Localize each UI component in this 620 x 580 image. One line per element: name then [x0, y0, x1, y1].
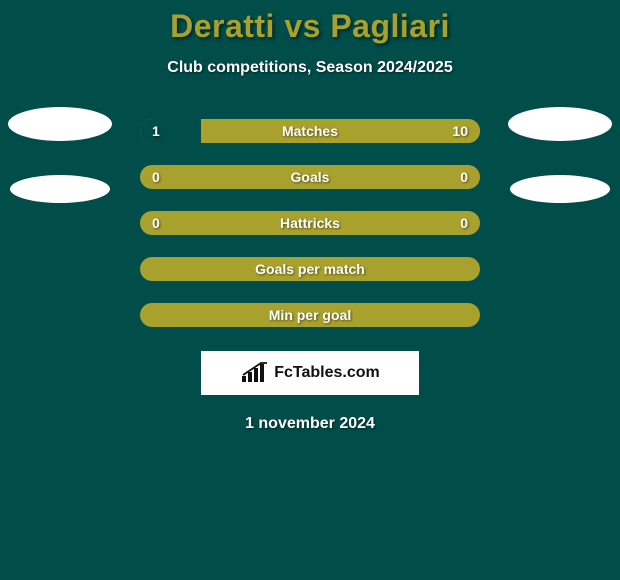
right-badge-column — [500, 107, 620, 203]
bar-gpm-label: Goals per match — [140, 257, 480, 281]
bar-hattricks-right-value: 0 — [460, 211, 468, 235]
team-badge-left-2 — [10, 175, 110, 203]
site-logo: FcTables.com — [201, 351, 419, 395]
stat-bars: 1 Matches 10 0 Goals 0 0 Hattricks 0 Goa… — [140, 119, 480, 327]
team-badge-right-2 — [510, 175, 610, 203]
bar-hattricks-label: Hattricks — [140, 211, 480, 235]
page-title: Deratti vs Pagliari — [0, 0, 620, 45]
bar-goals-label: Goals — [140, 165, 480, 189]
left-badge-column — [0, 107, 120, 203]
date-line: 1 november 2024 — [0, 415, 620, 433]
bars-icon — [240, 362, 270, 384]
bar-matches-label: Matches — [140, 119, 480, 143]
bar-goals-right-value: 0 — [460, 165, 468, 189]
subtitle: Club competitions, Season 2024/2025 — [0, 59, 620, 77]
stats-area: 1 Matches 10 0 Goals 0 0 Hattricks 0 Goa… — [0, 119, 620, 327]
bar-goals-per-match: Goals per match — [140, 257, 480, 281]
team-badge-left-1 — [8, 107, 112, 141]
team-badge-right-1 — [508, 107, 612, 141]
bar-hattricks: 0 Hattricks 0 — [140, 211, 480, 235]
bar-matches-right-value: 10 — [452, 119, 468, 143]
bar-mpg-label: Min per goal — [140, 303, 480, 327]
bar-matches: 1 Matches 10 — [140, 119, 480, 143]
comparison-card: Deratti vs Pagliari Club competitions, S… — [0, 0, 620, 580]
bar-goals: 0 Goals 0 — [140, 165, 480, 189]
bar-min-per-goal: Min per goal — [140, 303, 480, 327]
site-logo-text: FcTables.com — [274, 364, 380, 382]
